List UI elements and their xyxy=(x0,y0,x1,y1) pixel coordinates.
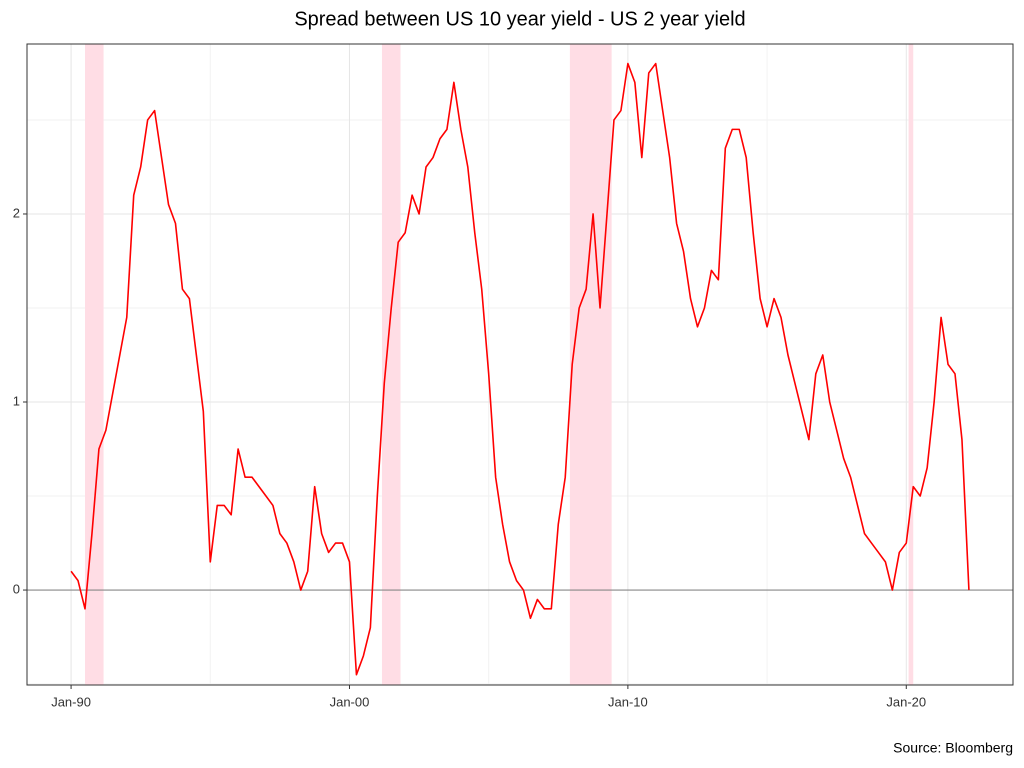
recession-band xyxy=(569,44,612,685)
x-tick-label: Jan-90 xyxy=(51,694,91,709)
recession-band xyxy=(381,44,401,685)
y-tick-label: 0 xyxy=(13,581,20,596)
recession-band xyxy=(908,44,914,685)
source-note: Source: Bloomberg xyxy=(893,740,1013,756)
chart-title: Spread between US 10 year yield - US 2 y… xyxy=(294,8,745,30)
y-tick-label: 2 xyxy=(13,205,20,220)
x-tick-label: Jan-20 xyxy=(886,694,926,709)
recession-band xyxy=(85,44,104,685)
panel-border xyxy=(26,43,1014,686)
x-tick-label: Jan-00 xyxy=(330,694,370,709)
y-tick-label: 1 xyxy=(13,393,20,408)
line xyxy=(70,62,970,676)
x-tick-label: Jan-10 xyxy=(608,694,648,709)
